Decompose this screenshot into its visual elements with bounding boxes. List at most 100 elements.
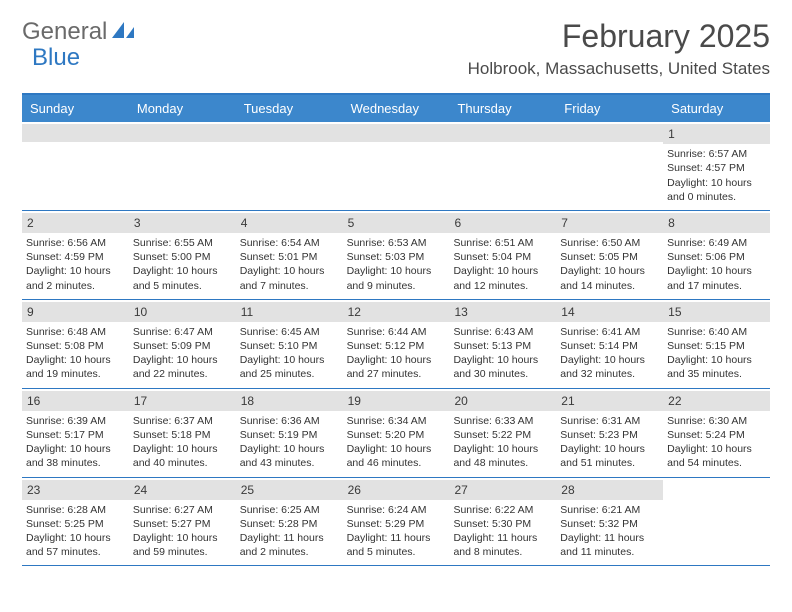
daylight2-text: and 35 minutes. <box>667 367 766 381</box>
day-cell: 8Sunrise: 6:49 AMSunset: 5:06 PMDaylight… <box>663 211 770 300</box>
dow-cell: Friday <box>556 95 663 122</box>
day-cell: 27Sunrise: 6:22 AMSunset: 5:30 PMDayligh… <box>449 478 556 567</box>
day-number: 25 <box>236 480 343 500</box>
sunset-text: Sunset: 5:28 PM <box>240 517 339 531</box>
day-cell: 6Sunrise: 6:51 AMSunset: 5:04 PMDaylight… <box>449 211 556 300</box>
sunset-text: Sunset: 5:08 PM <box>26 339 125 353</box>
daylight1-text: Daylight: 10 hours <box>667 442 766 456</box>
day-number: 7 <box>556 213 663 233</box>
daylight2-text: and 38 minutes. <box>26 456 125 470</box>
day-cell: 23Sunrise: 6:28 AMSunset: 5:25 PMDayligh… <box>22 478 129 567</box>
daylight2-text: and 7 minutes. <box>240 279 339 293</box>
location-text: Holbrook, Massachusetts, United States <box>468 59 770 79</box>
day-number: 2 <box>22 213 129 233</box>
day-cell: 11Sunrise: 6:45 AMSunset: 5:10 PMDayligh… <box>236 300 343 389</box>
sunrise-text: Sunrise: 6:47 AM <box>133 325 232 339</box>
sunset-text: Sunset: 5:15 PM <box>667 339 766 353</box>
day-number: 19 <box>343 391 450 411</box>
sunrise-text: Sunrise: 6:49 AM <box>667 236 766 250</box>
daylight1-text: Daylight: 10 hours <box>453 442 552 456</box>
daylight1-text: Daylight: 10 hours <box>26 531 125 545</box>
daylight2-text: and 5 minutes. <box>133 279 232 293</box>
sunset-text: Sunset: 5:17 PM <box>26 428 125 442</box>
daylight2-text: and 2 minutes. <box>26 279 125 293</box>
sunset-text: Sunset: 4:59 PM <box>26 250 125 264</box>
day-number: 1 <box>663 124 770 144</box>
sunset-text: Sunset: 5:04 PM <box>453 250 552 264</box>
daylight1-text: Daylight: 11 hours <box>240 531 339 545</box>
daylight1-text: Daylight: 10 hours <box>347 264 446 278</box>
day-cell: 9Sunrise: 6:48 AMSunset: 5:08 PMDaylight… <box>22 300 129 389</box>
day-cell: 10Sunrise: 6:47 AMSunset: 5:09 PMDayligh… <box>129 300 236 389</box>
sunrise-text: Sunrise: 6:56 AM <box>26 236 125 250</box>
day-number: 3 <box>129 213 236 233</box>
week-row: 16Sunrise: 6:39 AMSunset: 5:17 PMDayligh… <box>22 389 770 478</box>
daylight2-text: and 32 minutes. <box>560 367 659 381</box>
sunset-text: Sunset: 5:01 PM <box>240 250 339 264</box>
sunset-text: Sunset: 5:09 PM <box>133 339 232 353</box>
sunrise-text: Sunrise: 6:28 AM <box>26 503 125 517</box>
daylight1-text: Daylight: 10 hours <box>667 176 766 190</box>
daylight2-text: and 27 minutes. <box>347 367 446 381</box>
day-cell: 1Sunrise: 6:57 AMSunset: 4:57 PMDaylight… <box>663 122 770 211</box>
week-row: 23Sunrise: 6:28 AMSunset: 5:25 PMDayligh… <box>22 478 770 567</box>
day-number <box>129 124 236 142</box>
sunrise-text: Sunrise: 6:37 AM <box>133 414 232 428</box>
daylight2-text: and 25 minutes. <box>240 367 339 381</box>
day-number: 6 <box>449 213 556 233</box>
day-number: 5 <box>343 213 450 233</box>
day-cell: 21Sunrise: 6:31 AMSunset: 5:23 PMDayligh… <box>556 389 663 478</box>
daylight1-text: Daylight: 10 hours <box>133 264 232 278</box>
daylight1-text: Daylight: 11 hours <box>453 531 552 545</box>
daylight2-text: and 22 minutes. <box>133 367 232 381</box>
day-number <box>236 124 343 142</box>
sunset-text: Sunset: 5:20 PM <box>347 428 446 442</box>
day-number: 9 <box>22 302 129 322</box>
sunrise-text: Sunrise: 6:36 AM <box>240 414 339 428</box>
day-number <box>449 124 556 142</box>
daylight1-text: Daylight: 10 hours <box>26 264 125 278</box>
day-cell: 28Sunrise: 6:21 AMSunset: 5:32 PMDayligh… <box>556 478 663 567</box>
daylight2-text: and 43 minutes. <box>240 456 339 470</box>
empty-cell <box>663 478 770 567</box>
daylight2-text: and 9 minutes. <box>347 279 446 293</box>
dow-header-row: SundayMondayTuesdayWednesdayThursdayFrid… <box>22 95 770 122</box>
day-number: 4 <box>236 213 343 233</box>
sunrise-text: Sunrise: 6:33 AM <box>453 414 552 428</box>
daylight1-text: Daylight: 10 hours <box>560 353 659 367</box>
daylight1-text: Daylight: 10 hours <box>133 442 232 456</box>
daylight1-text: Daylight: 10 hours <box>26 442 125 456</box>
daylight2-text: and 51 minutes. <box>560 456 659 470</box>
sunrise-text: Sunrise: 6:44 AM <box>347 325 446 339</box>
sunrise-text: Sunrise: 6:41 AM <box>560 325 659 339</box>
daylight1-text: Daylight: 10 hours <box>240 442 339 456</box>
day-cell: 2 Sunrise: 6:56 AMSunset: 4:59 PMDaylight… <box>22 211 129 300</box>
day-number: 13 <box>449 302 556 322</box>
sunrise-text: Sunrise: 6:39 AM <box>26 414 125 428</box>
sunset-text: Sunset: 5:22 PM <box>453 428 552 442</box>
daylight2-text: and 30 minutes. <box>453 367 552 381</box>
day-number: 18 <box>236 391 343 411</box>
title-block: February 2025 Holbrook, Massachusetts, U… <box>468 18 770 79</box>
day-number <box>343 124 450 142</box>
day-number: 15 <box>663 302 770 322</box>
day-number <box>22 124 129 142</box>
day-number: 21 <box>556 391 663 411</box>
sunset-text: Sunset: 5:05 PM <box>560 250 659 264</box>
sunset-text: Sunset: 5:30 PM <box>453 517 552 531</box>
day-number: 22 <box>663 391 770 411</box>
sunrise-text: Sunrise: 6:54 AM <box>240 236 339 250</box>
sunrise-text: Sunrise: 6:22 AM <box>453 503 552 517</box>
dow-cell: Sunday <box>22 95 129 122</box>
sunrise-text: Sunrise: 6:25 AM <box>240 503 339 517</box>
day-cell: 13Sunrise: 6:43 AMSunset: 5:13 PMDayligh… <box>449 300 556 389</box>
sunrise-text: Sunrise: 6:57 AM <box>667 147 766 161</box>
header-row: General February 2025 Holbrook, Massachu… <box>22 18 770 79</box>
daylight2-text: and 54 minutes. <box>667 456 766 470</box>
week-row: 9Sunrise: 6:48 AMSunset: 5:08 PMDaylight… <box>22 300 770 389</box>
daylight1-text: Daylight: 10 hours <box>133 353 232 367</box>
empty-cell <box>22 122 129 211</box>
sunset-text: Sunset: 5:03 PM <box>347 250 446 264</box>
day-number: 11 <box>236 302 343 322</box>
day-cell: 5Sunrise: 6:53 AMSunset: 5:03 PMDaylight… <box>343 211 450 300</box>
